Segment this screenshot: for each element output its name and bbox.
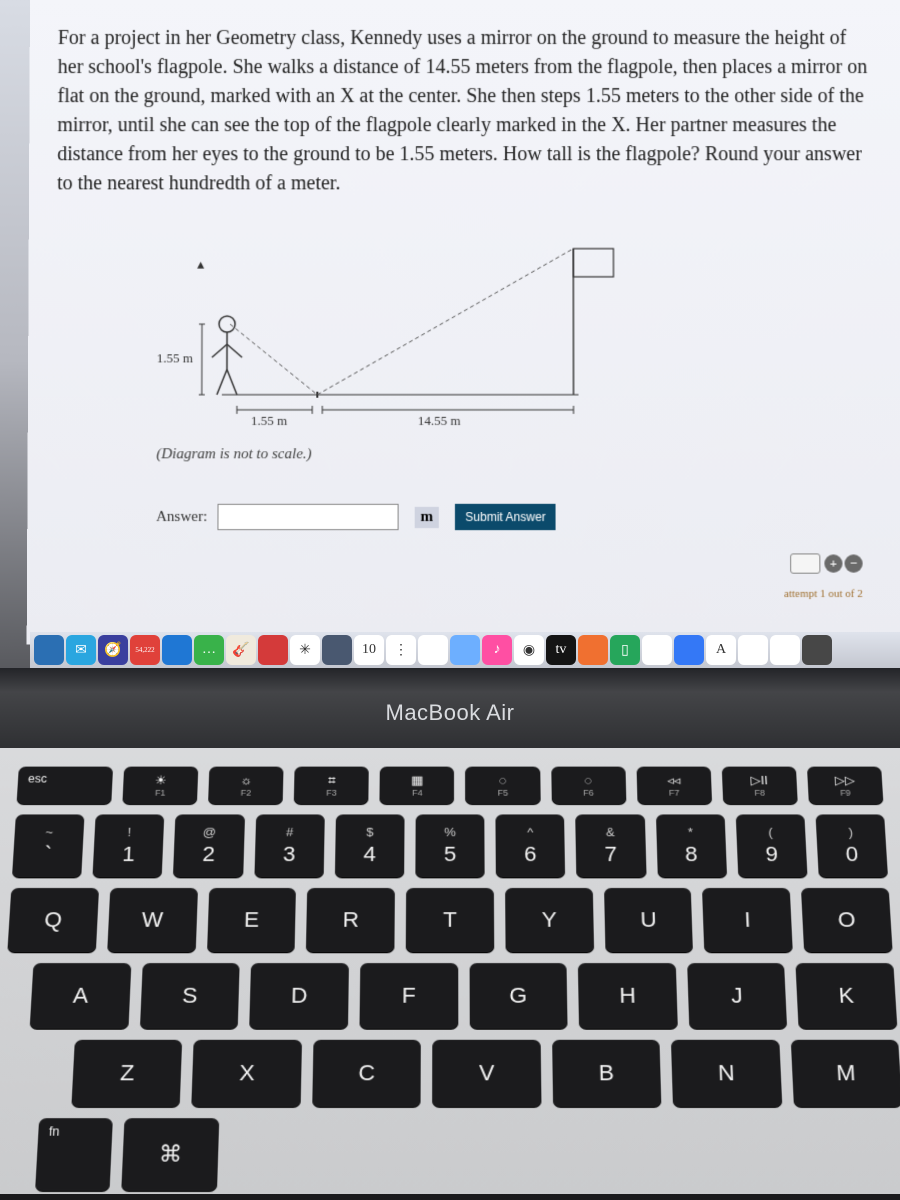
- diagram: 1.55 m 1.55 m 14.55 m ▴: [156, 229, 679, 441]
- key-b[interactable]: B: [552, 1040, 662, 1107]
- dock-icon-19[interactable]: [642, 635, 672, 665]
- key-backtick[interactable]: ~`: [12, 814, 85, 877]
- key-f[interactable]: F: [359, 963, 457, 1029]
- key-command[interactable]: ⌘: [121, 1118, 219, 1191]
- key-h[interactable]: H: [578, 963, 678, 1029]
- key-8[interactable]: *8: [655, 814, 726, 877]
- answer-unit: m: [415, 506, 440, 527]
- key-f5[interactable]: ◌F5: [466, 767, 541, 804]
- key-6[interactable]: ^6: [496, 814, 566, 877]
- dock-icon-11[interactable]: ⋮: [386, 635, 416, 665]
- key-5[interactable]: %5: [415, 814, 484, 877]
- person-height-label: 1.55 m: [157, 350, 193, 365]
- zoom-in-button[interactable]: +: [824, 554, 842, 572]
- worksheet-screen: For a project in her Geometry class, Ken…: [27, 0, 900, 645]
- key-t[interactable]: T: [406, 888, 494, 952]
- diagram-caption: (Diagram is not to scale.): [156, 446, 874, 463]
- dock-icon-18[interactable]: ▯: [610, 635, 640, 665]
- dock-icon-0[interactable]: [34, 635, 64, 665]
- key-q[interactable]: Q: [7, 888, 99, 952]
- key-x[interactable]: X: [192, 1040, 302, 1107]
- key-k[interactable]: K: [796, 963, 898, 1029]
- problem-text: For a project in her Geometry class, Ken…: [57, 24, 873, 198]
- key-0[interactable]: )0: [815, 814, 888, 877]
- key-esc[interactable]: esc: [17, 767, 114, 804]
- person-distance-label: 1.55 m: [251, 413, 287, 428]
- zoom-out-button[interactable]: −: [844, 554, 862, 572]
- key-w[interactable]: W: [107, 888, 198, 952]
- toolbar-widgets: + −: [790, 553, 863, 573]
- dock-icon-3[interactable]: 54,222: [130, 635, 160, 665]
- dock-icon-2[interactable]: 🧭: [98, 635, 128, 665]
- key-e[interactable]: E: [207, 888, 297, 952]
- key-f6[interactable]: ◌F6: [551, 767, 626, 804]
- key-9[interactable]: (9: [735, 814, 807, 877]
- key-s[interactable]: S: [140, 963, 240, 1029]
- dock-icon-24[interactable]: [802, 635, 832, 665]
- key-y[interactable]: Y: [505, 888, 594, 952]
- dock-icon-16[interactable]: tv: [546, 635, 576, 665]
- key-f1[interactable]: ☀F1: [122, 767, 198, 804]
- key-u[interactable]: U: [604, 888, 694, 952]
- key-7[interactable]: &7: [576, 814, 647, 877]
- dock-icon-4[interactable]: [162, 635, 192, 665]
- key-f3[interactable]: ⌗F3: [294, 767, 369, 804]
- dock-icon-14[interactable]: ♪: [482, 635, 512, 665]
- dock-icon-1[interactable]: ✉: [66, 635, 96, 665]
- key-fn[interactable]: fn: [35, 1118, 113, 1191]
- key-a[interactable]: A: [30, 963, 131, 1029]
- dock-icon-23[interactable]: [770, 635, 800, 665]
- svg-text:▴: ▴: [197, 258, 204, 273]
- key-n[interactable]: N: [671, 1040, 782, 1107]
- key-2[interactable]: @2: [173, 814, 244, 877]
- dock-icon-21[interactable]: A: [706, 635, 736, 665]
- dock-icon-6[interactable]: 🎸: [226, 635, 256, 665]
- key-f8[interactable]: ▷IIF8: [721, 767, 797, 804]
- keyboard: esc☀F1 ☼F2 ⌗F3 ▦F4 ◌F5 ◌F6 ◃◃F7▷IIF8 ▷▷F9 ~`!1@…: [0, 767, 900, 1191]
- key-g[interactable]: G: [469, 963, 568, 1029]
- submit-answer-button[interactable]: Submit Answer: [455, 504, 556, 530]
- key-c[interactable]: C: [312, 1040, 421, 1107]
- key-f9[interactable]: ▷▷F9: [807, 767, 884, 804]
- laptop-brand: MacBook Air: [0, 700, 900, 726]
- key-z[interactable]: Z: [71, 1040, 182, 1107]
- key-r[interactable]: R: [306, 888, 395, 952]
- key-1[interactable]: !1: [93, 814, 165, 877]
- dock-icon-8[interactable]: ✳: [290, 635, 320, 665]
- dock-icon-22[interactable]: [738, 635, 768, 665]
- key-f7[interactable]: ◃◃F7: [636, 767, 712, 804]
- dock: ✉🧭54,222 …🎸 ✳ 10⋮ ♪◉tv ▯ A: [30, 632, 900, 668]
- key-4[interactable]: $4: [335, 814, 405, 877]
- keyboard-icon[interactable]: [790, 553, 820, 573]
- dock-icon-17[interactable]: [578, 635, 608, 665]
- key-o[interactable]: O: [801, 888, 893, 952]
- dock-icon-9[interactable]: [322, 635, 352, 665]
- answer-input[interactable]: [217, 504, 398, 530]
- keyboard-deck: esc☀F1 ☼F2 ⌗F3 ▦F4 ◌F5 ◌F6 ◃◃F7▷IIF8 ▷▷F9 ~`!1@…: [0, 748, 900, 1194]
- key-d[interactable]: D: [249, 963, 348, 1029]
- dock-icon-15[interactable]: ◉: [514, 635, 544, 665]
- answer-row: Answer: m Submit Answer: [156, 504, 875, 530]
- flagpole-distance-label: 14.55 m: [418, 413, 461, 428]
- dock-icon-5[interactable]: …: [194, 635, 224, 665]
- key-v[interactable]: V: [432, 1040, 541, 1107]
- key-j[interactable]: J: [687, 963, 788, 1029]
- dock-icon-13[interactable]: [450, 635, 480, 665]
- dock-icon-12[interactable]: [418, 635, 448, 665]
- answer-label: Answer:: [156, 508, 207, 525]
- dock-icon-7[interactable]: [258, 635, 288, 665]
- key-f2[interactable]: ☼F2: [208, 767, 284, 804]
- dock-icon-20[interactable]: [674, 635, 704, 665]
- attempt-note: attempt 1 out of 2: [784, 588, 863, 600]
- dock-icon-10[interactable]: 10: [354, 635, 384, 665]
- key-i[interactable]: I: [702, 888, 793, 952]
- key-m[interactable]: M: [790, 1040, 900, 1107]
- key-f4[interactable]: ▦F4: [380, 767, 455, 804]
- diagram-svg: 1.55 m 1.55 m 14.55 m ▴: [156, 229, 679, 441]
- key-3[interactable]: #3: [254, 814, 325, 877]
